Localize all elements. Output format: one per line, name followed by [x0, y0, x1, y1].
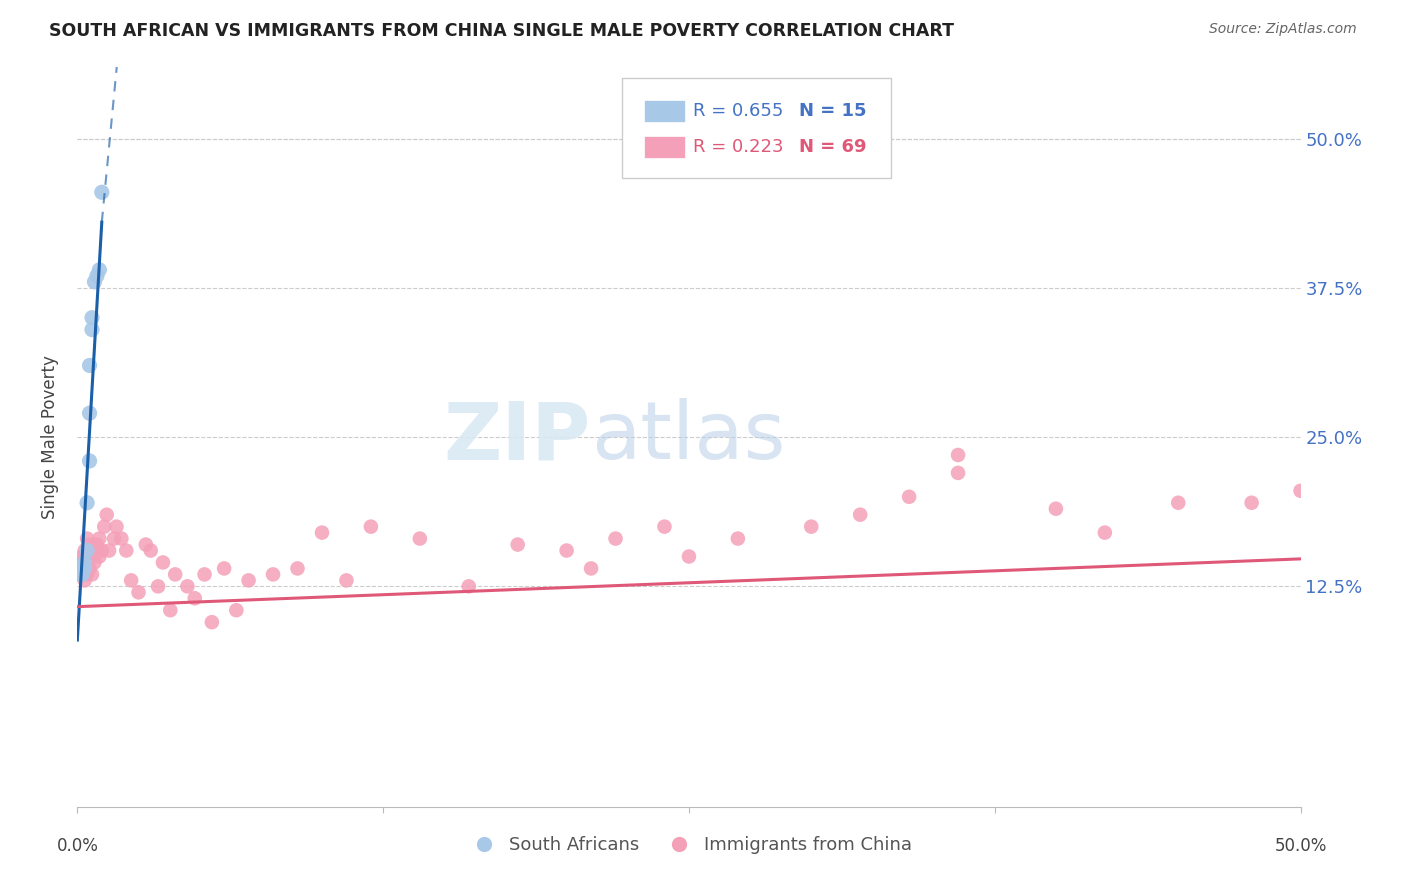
Point	[127, 585, 149, 599]
Point	[457, 579, 479, 593]
Point	[238, 574, 260, 588]
Point	[1045, 501, 1067, 516]
Point	[152, 556, 174, 570]
Text: N = 69: N = 69	[799, 138, 866, 156]
Point	[83, 556, 105, 570]
Text: R = 0.223: R = 0.223	[693, 138, 783, 156]
Point	[849, 508, 872, 522]
Point	[73, 556, 96, 570]
Point	[83, 275, 105, 289]
Point	[103, 532, 125, 546]
Point	[287, 561, 309, 575]
Point	[89, 532, 111, 546]
Point	[76, 567, 98, 582]
FancyBboxPatch shape	[644, 100, 685, 122]
Text: atlas: atlas	[591, 398, 786, 476]
Text: 0.0%: 0.0%	[56, 837, 98, 855]
Point	[262, 567, 284, 582]
Point	[90, 186, 112, 200]
Point	[70, 549, 93, 564]
Point	[79, 406, 101, 420]
Point	[93, 519, 115, 533]
Point	[201, 615, 224, 630]
Point	[76, 532, 98, 546]
Point	[70, 567, 93, 582]
Text: R = 0.655: R = 0.655	[693, 103, 783, 120]
Point	[70, 561, 93, 575]
Point	[605, 532, 627, 546]
Point	[184, 591, 207, 606]
Point	[159, 603, 181, 617]
Point	[146, 579, 169, 593]
Point	[678, 549, 700, 564]
Point	[69, 567, 91, 582]
Point	[579, 561, 602, 575]
FancyBboxPatch shape	[644, 136, 685, 158]
Y-axis label: Single Male Poverty: Single Male Poverty	[41, 355, 59, 519]
Point	[69, 567, 91, 582]
Point	[86, 268, 108, 283]
Point	[80, 567, 103, 582]
Point	[409, 532, 432, 546]
Point	[83, 543, 105, 558]
Point	[135, 537, 157, 551]
Point	[120, 574, 142, 588]
Text: SOUTH AFRICAN VS IMMIGRANTS FROM CHINA SINGLE MALE POVERTY CORRELATION CHART: SOUTH AFRICAN VS IMMIGRANTS FROM CHINA S…	[49, 22, 955, 40]
Point	[506, 537, 529, 551]
Point	[1289, 483, 1312, 498]
Text: 50.0%: 50.0%	[1274, 837, 1327, 855]
Point	[79, 359, 101, 373]
Point	[98, 543, 121, 558]
Point	[555, 543, 578, 558]
Point	[800, 519, 823, 533]
Point	[360, 519, 382, 533]
Point	[115, 543, 138, 558]
Text: N = 15: N = 15	[799, 103, 866, 120]
Point	[79, 537, 101, 551]
Point	[79, 454, 101, 468]
Legend: South Africans, Immigrants from China: South Africans, Immigrants from China	[458, 829, 920, 861]
Point	[946, 448, 969, 462]
Point	[165, 567, 187, 582]
Point	[80, 310, 103, 325]
Point	[76, 496, 98, 510]
Point	[79, 549, 101, 564]
Point	[727, 532, 749, 546]
Point	[73, 561, 96, 575]
Point	[89, 549, 111, 564]
Point	[73, 556, 96, 570]
Text: Source: ZipAtlas.com: Source: ZipAtlas.com	[1209, 22, 1357, 37]
FancyBboxPatch shape	[621, 78, 891, 178]
Point	[225, 603, 247, 617]
Point	[73, 561, 96, 575]
Point	[86, 537, 108, 551]
Point	[89, 263, 111, 277]
Point	[79, 561, 101, 575]
Point	[1094, 525, 1116, 540]
Point	[70, 567, 93, 582]
Point	[1167, 496, 1189, 510]
Point	[1240, 496, 1263, 510]
Point	[105, 519, 128, 533]
Point	[176, 579, 198, 593]
Point	[193, 567, 215, 582]
Point	[90, 543, 112, 558]
Text: ZIP: ZIP	[444, 398, 591, 476]
Point	[898, 490, 921, 504]
Point	[311, 525, 333, 540]
Point	[139, 543, 162, 558]
Point	[946, 466, 969, 480]
Point	[73, 574, 96, 588]
Point	[654, 519, 676, 533]
Point	[80, 549, 103, 564]
Point	[96, 508, 118, 522]
Point	[76, 556, 98, 570]
Point	[76, 543, 98, 558]
Point	[110, 532, 132, 546]
Point	[73, 543, 96, 558]
Point	[212, 561, 235, 575]
Point	[80, 323, 103, 337]
Point	[335, 574, 357, 588]
Point	[69, 556, 91, 570]
